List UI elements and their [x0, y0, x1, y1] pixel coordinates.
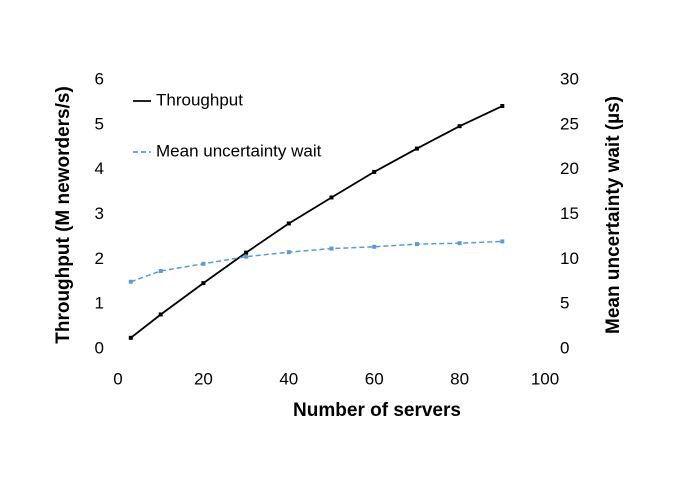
x-tick-label: 40	[279, 369, 298, 388]
y-tick-label: 5	[95, 114, 104, 133]
legend-label: Mean uncertainty wait	[156, 141, 322, 160]
y2-tick-label: 25	[560, 114, 579, 133]
point	[286, 221, 291, 226]
y2-tick-label: 5	[560, 294, 569, 313]
point	[128, 279, 133, 284]
series-line	[130, 105, 503, 339]
y-tick-label: 4	[95, 159, 104, 178]
point	[414, 146, 419, 151]
legend-label: Throughput	[156, 90, 243, 109]
y2-tick-label: 20	[560, 159, 579, 178]
x-tick-label: 0	[113, 369, 122, 388]
point	[372, 244, 377, 249]
point	[329, 195, 334, 200]
point	[286, 250, 291, 255]
point	[372, 169, 377, 174]
x-tick-label: 80	[450, 369, 469, 388]
y-tick-label: 3	[95, 204, 104, 223]
x-tick-label: 60	[365, 369, 384, 388]
x-axis-label: Number of servers	[293, 400, 461, 421]
y2-tick-label: 0	[560, 338, 569, 357]
point	[158, 312, 163, 317]
point	[201, 261, 206, 266]
point	[500, 239, 505, 244]
point	[244, 250, 249, 255]
y-tick-label: 2	[95, 249, 104, 268]
point	[329, 246, 334, 251]
y2-tick-label: 30	[560, 69, 579, 88]
y2-tick-label: 15	[560, 204, 579, 223]
point	[201, 281, 206, 286]
y2-axis-label: Mean uncertainty wait (µs)	[603, 96, 624, 334]
y-axis-label: Throughput (M neworders/s)	[53, 86, 74, 344]
point	[244, 254, 249, 259]
y-tick-label: 0	[95, 338, 104, 357]
point	[158, 268, 163, 273]
y-tick-label: 1	[95, 294, 104, 313]
x-tick-label: 100	[531, 369, 559, 388]
x-tick-label: 20	[194, 369, 213, 388]
y2-tick-label: 10	[560, 249, 579, 268]
y-tick-label: 6	[95, 69, 104, 88]
point	[457, 241, 462, 246]
point	[414, 242, 419, 247]
point	[457, 124, 462, 129]
point	[500, 104, 505, 109]
series-line	[130, 240, 503, 283]
point	[128, 335, 133, 340]
